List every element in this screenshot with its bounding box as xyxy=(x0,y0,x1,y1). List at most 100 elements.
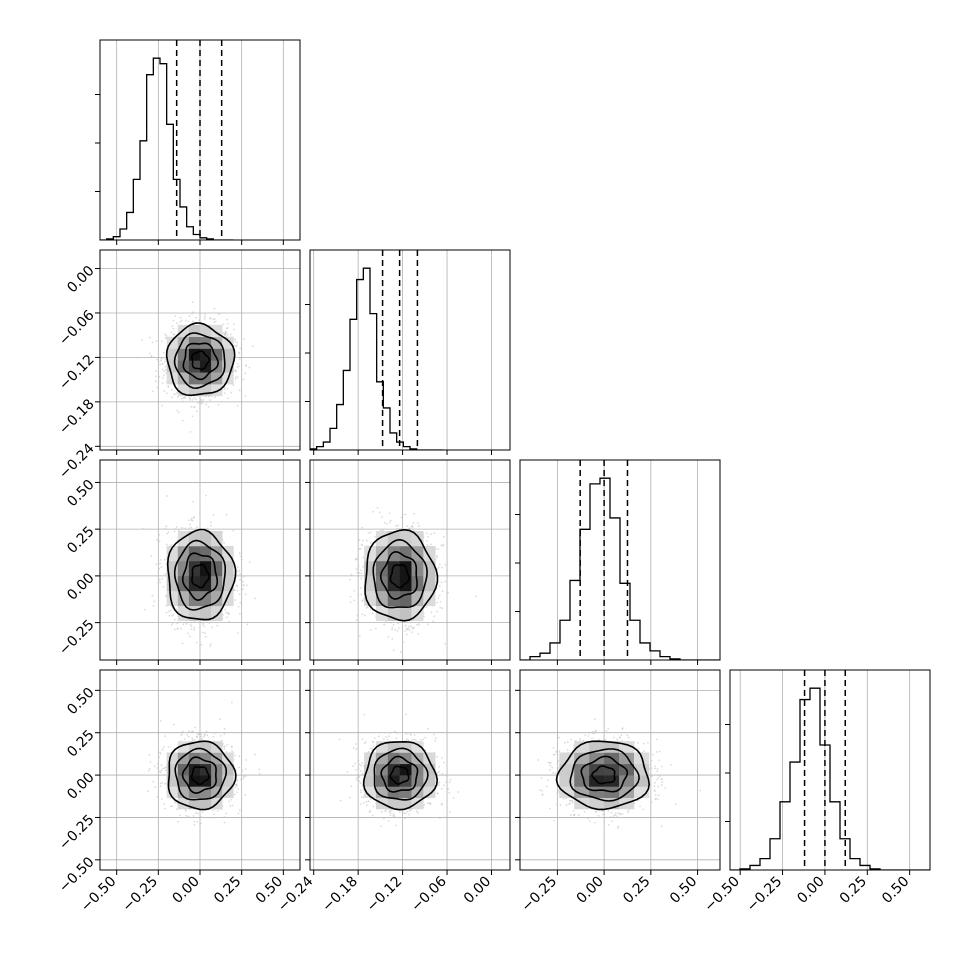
scatter-point xyxy=(224,334,226,337)
scatter-point xyxy=(164,782,166,785)
scatter-point xyxy=(626,734,629,736)
scatter-point xyxy=(159,562,161,565)
scatter-point xyxy=(153,765,156,768)
scatter-point xyxy=(204,632,206,634)
density-cell xyxy=(411,775,424,787)
scatter-point xyxy=(181,400,184,403)
scatter-point xyxy=(427,535,429,538)
scatter-point xyxy=(401,810,404,813)
x-tick-label: −0.25 xyxy=(519,874,561,916)
scatter-point xyxy=(417,624,420,626)
scatter-point xyxy=(162,351,165,354)
scatter-point xyxy=(365,539,368,542)
density-cell xyxy=(589,752,605,765)
scatter-point xyxy=(223,392,226,395)
scatter-point xyxy=(584,734,587,736)
scatter-point xyxy=(209,816,212,819)
scatter-point xyxy=(398,811,401,814)
scatter-point xyxy=(161,781,164,784)
scatter-point xyxy=(549,807,551,810)
scatter-point xyxy=(231,750,234,753)
scatter-point xyxy=(593,821,596,824)
scatter-point xyxy=(642,742,645,745)
grid-lines xyxy=(100,670,300,870)
scatter-point xyxy=(569,802,571,805)
scatter-point xyxy=(178,529,180,532)
scatter-point xyxy=(391,626,394,629)
density-cell xyxy=(200,545,212,562)
scatter-point xyxy=(244,593,247,596)
scatter-point xyxy=(401,513,404,516)
scatter-point xyxy=(395,824,397,827)
scatter-point xyxy=(657,794,660,797)
scatter-panel-3-2 xyxy=(305,459,511,665)
scatter-point xyxy=(164,368,167,371)
density-cell xyxy=(387,741,400,753)
density-cell xyxy=(188,372,201,385)
scatter-point xyxy=(579,737,582,740)
histogram-step xyxy=(100,57,234,240)
density-cell xyxy=(375,786,389,798)
scatter-point xyxy=(175,526,178,528)
scatter-point xyxy=(208,622,211,624)
contours xyxy=(165,322,236,397)
scatter-point xyxy=(223,728,226,730)
scatter-point xyxy=(564,741,566,744)
scatter-point xyxy=(402,640,405,643)
scatter-point xyxy=(394,730,397,733)
scatter-point xyxy=(363,742,366,745)
scatter-point xyxy=(159,752,162,755)
density-cell xyxy=(222,775,234,787)
scatter-point xyxy=(382,738,385,741)
scatter-point xyxy=(203,625,205,628)
scatter-point xyxy=(554,772,557,775)
scatter-point xyxy=(395,527,398,530)
scatter-point xyxy=(204,731,207,734)
scatter-point xyxy=(230,798,233,801)
density-cell xyxy=(387,545,400,562)
scatter-point xyxy=(603,738,605,741)
scatter-point xyxy=(173,530,176,533)
scatter-point xyxy=(376,506,379,509)
scatter-point xyxy=(379,529,382,532)
scatter-point xyxy=(387,820,390,822)
density-cell xyxy=(211,336,223,349)
scatter-point xyxy=(212,735,215,738)
scatter-point xyxy=(589,820,591,823)
scatter-point xyxy=(420,739,423,741)
scatter-point xyxy=(356,614,359,617)
scatter-point xyxy=(223,821,226,824)
scatter-point xyxy=(612,814,615,817)
density-cell xyxy=(375,590,389,607)
scatter-point xyxy=(361,784,364,787)
density-cell xyxy=(399,741,412,753)
density-cell xyxy=(177,384,190,397)
scatter-point xyxy=(385,736,388,738)
scatter-point xyxy=(157,581,160,584)
scatter-point xyxy=(656,798,659,801)
density-cell xyxy=(177,560,190,577)
scatter-point xyxy=(172,327,175,330)
scatter-point xyxy=(423,803,426,806)
x-tick-label: −0.50 xyxy=(701,874,743,916)
scatter-point xyxy=(619,816,621,819)
contours xyxy=(555,740,651,811)
scatter-point xyxy=(359,782,362,785)
scatter-point xyxy=(148,753,151,756)
density-cell xyxy=(604,797,620,810)
scatter-point xyxy=(637,747,640,750)
scatter-point xyxy=(161,368,164,371)
scatter-point xyxy=(223,816,226,818)
scatter-point xyxy=(357,785,359,788)
scatter-point xyxy=(601,810,604,812)
scatter-point xyxy=(407,627,410,630)
density-cell xyxy=(177,605,190,622)
scatter-point xyxy=(650,759,653,762)
scatter-point xyxy=(379,825,382,828)
scatter-point xyxy=(219,718,221,720)
scatter-point xyxy=(426,727,429,730)
scatter-point xyxy=(546,779,549,782)
panel-frame xyxy=(309,249,511,451)
scatter-point xyxy=(587,817,589,820)
scatter-point xyxy=(230,745,233,748)
